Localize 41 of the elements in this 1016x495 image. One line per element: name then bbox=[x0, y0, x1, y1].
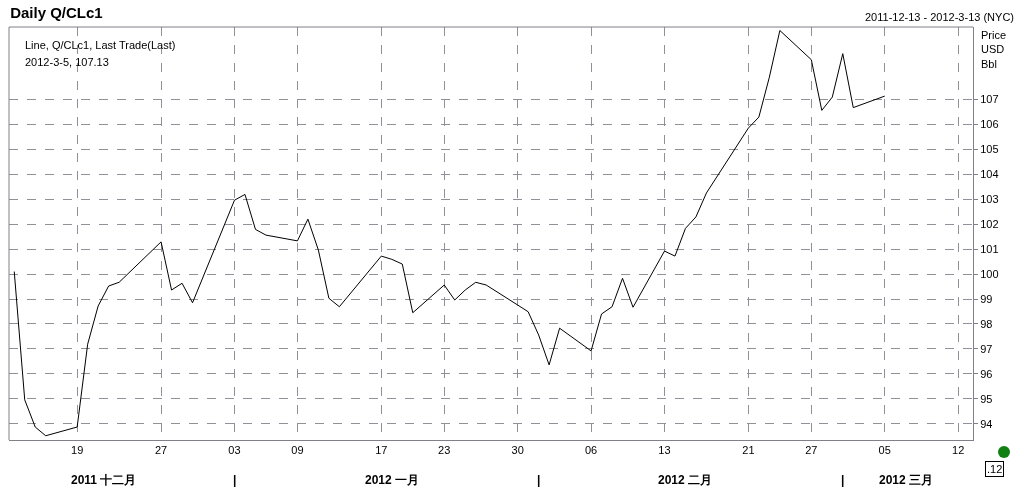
y-tick-label: 104 bbox=[980, 168, 999, 181]
y-axis-title: Price USD Bbl bbox=[981, 29, 1007, 70]
x2-tick-label: | bbox=[233, 473, 237, 487]
x-tick-label: 06 bbox=[584, 444, 598, 457]
line-series bbox=[13, 29, 886, 437]
y-tick-label: 102 bbox=[980, 217, 999, 230]
annotation: 2012-3-5, 107.13 bbox=[25, 56, 109, 68]
y-tick-label: 97 bbox=[980, 342, 993, 355]
x2-tick-label: 2011 十二月 bbox=[71, 473, 137, 487]
x-tick-label: 17 bbox=[375, 444, 388, 457]
y-tick-label: 103 bbox=[980, 193, 999, 206]
x-tick-label: 21 bbox=[742, 444, 755, 457]
y-tick-label: 94 bbox=[980, 417, 993, 430]
x-tick-label: 27 bbox=[805, 444, 818, 457]
text: .12 bbox=[987, 463, 1003, 475]
x2-tick-label: 2012 三月 bbox=[879, 473, 934, 487]
x-tick-label: 13 bbox=[658, 444, 671, 457]
x-tick-label: 09 bbox=[291, 444, 304, 457]
x-tick-label: 19 bbox=[71, 444, 84, 457]
x-tick-label: 23 bbox=[438, 444, 451, 457]
y-tick-label: 106 bbox=[980, 118, 999, 131]
x2-tick-label: | bbox=[537, 473, 541, 487]
chart-title: Daily Q/CLc1 bbox=[10, 3, 103, 21]
x-tick-label: 27 bbox=[154, 444, 168, 457]
x2-tick-label: 2012 一月 bbox=[365, 473, 420, 487]
x-tick-label: 30 bbox=[511, 444, 524, 457]
x2-tick-label: | bbox=[841, 473, 845, 487]
y-tick-label: 100 bbox=[980, 267, 999, 280]
x-tick-label: 05 bbox=[878, 444, 891, 457]
x2-tick-label: 2012 二月 bbox=[658, 473, 713, 487]
annotation: Line, Q/CLc1, Last Trade(Last) bbox=[25, 39, 176, 51]
y-tick-label: 107 bbox=[980, 93, 999, 106]
chart-subtitle: 2011-12-13 - 2012-3-13 (NYC) bbox=[865, 11, 1014, 23]
x-tick-label: 03 bbox=[228, 444, 241, 457]
y-tick-label: 96 bbox=[980, 367, 993, 380]
y-tick-label: 99 bbox=[980, 292, 993, 305]
y-tick-label: 101 bbox=[980, 242, 999, 255]
y-tick-label: 105 bbox=[980, 143, 999, 156]
x-tick-label: 12 bbox=[952, 444, 965, 457]
y-tick-label: 98 bbox=[980, 317, 993, 330]
y-tick-label: 95 bbox=[980, 392, 993, 405]
